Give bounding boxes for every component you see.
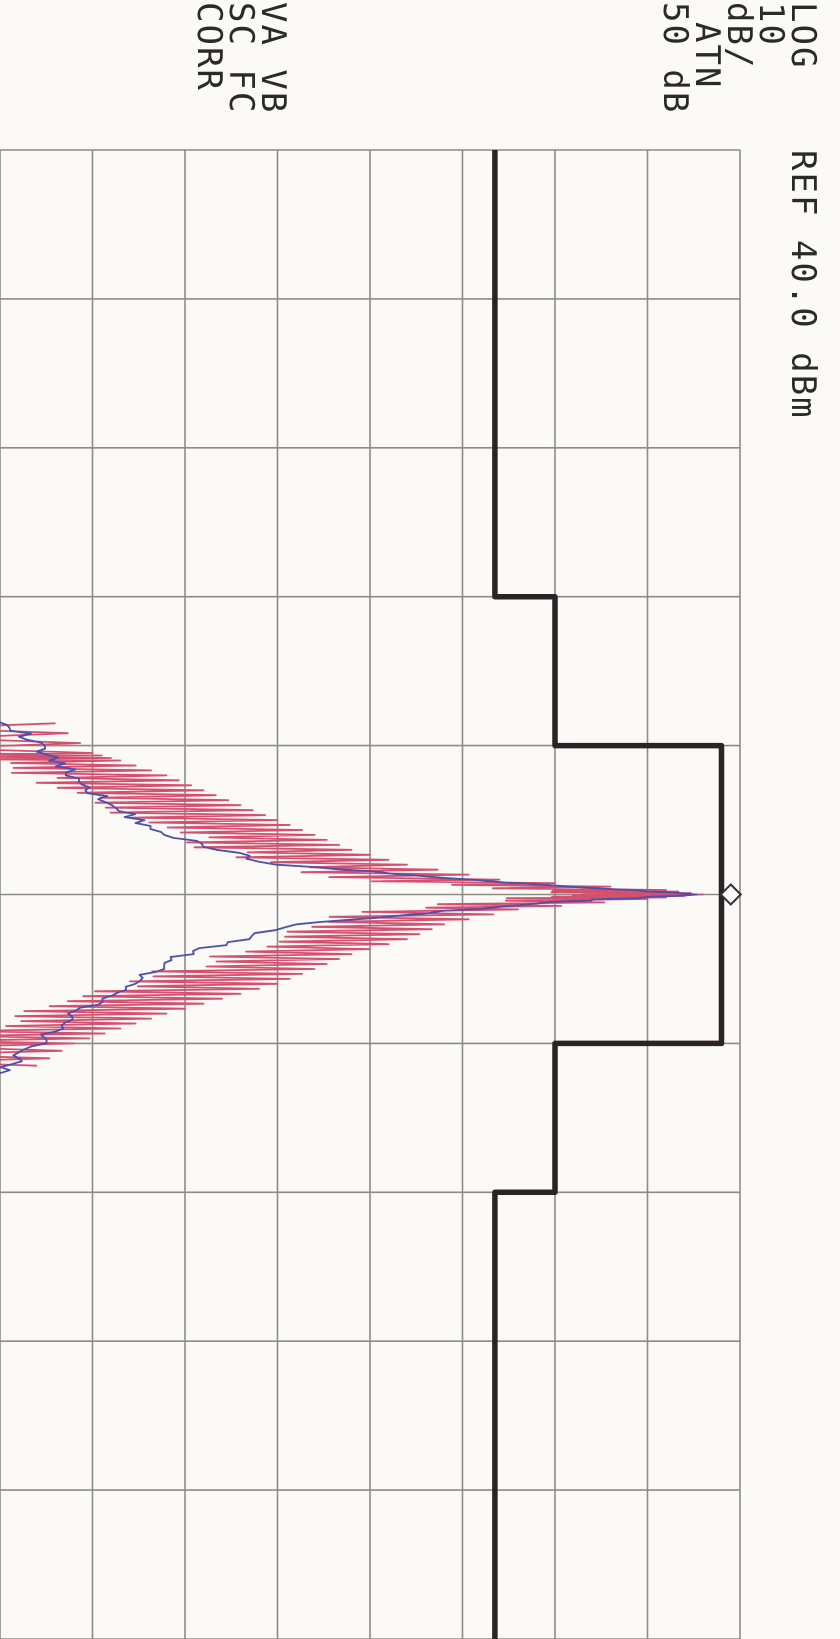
- ref-level-label: REF 40.0 dBm: [783, 150, 823, 420]
- sweep-flag: SC FC: [221, 2, 261, 114]
- scale-value-label: 10: [751, 2, 791, 47]
- peak-marker-icon: [719, 883, 743, 906]
- attenuation-label: ATN: [687, 22, 727, 89]
- header-block: REF 40.0 dBm: [783, 150, 823, 420]
- correction-flag: CORR: [189, 2, 229, 92]
- blue-trace-line: [0, 721, 698, 1075]
- video-bandwidth-flag: VA VB: [253, 2, 293, 114]
- scale-unit-label: dB/: [719, 2, 759, 69]
- attenuation-value-label: 50 dB: [655, 2, 695, 114]
- marker-layer: [719, 883, 743, 906]
- scale-mode-label: LOG: [783, 2, 823, 69]
- settings-block: LOG: [783, 2, 823, 69]
- red-trace-line: [0, 722, 704, 1067]
